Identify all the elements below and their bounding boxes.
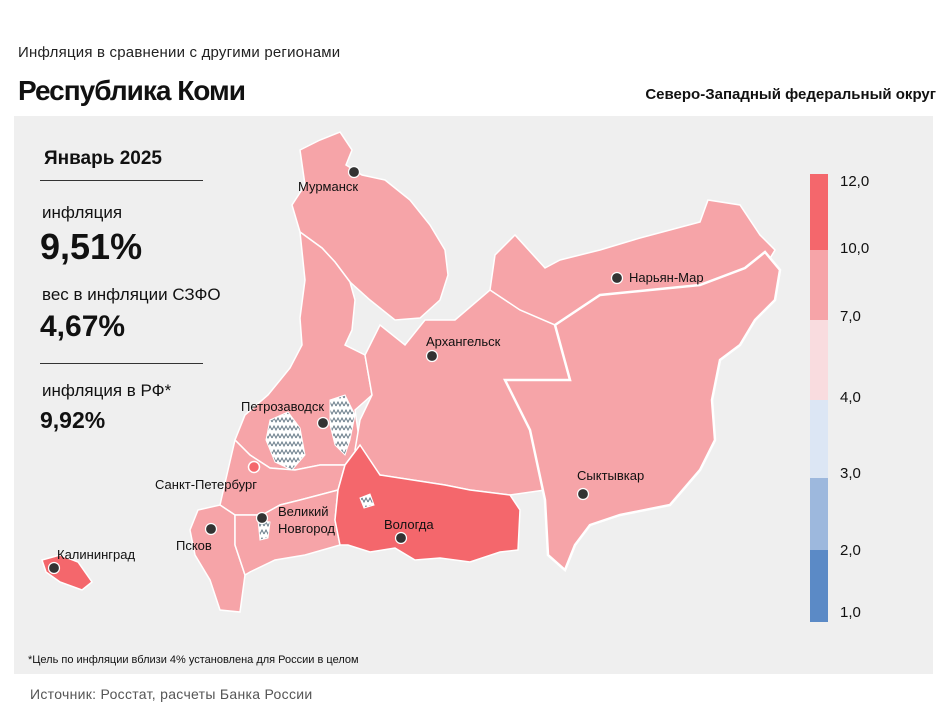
legend-tick: 12,0	[840, 173, 869, 190]
legend-swatch	[810, 250, 828, 320]
rf-inflation-value: 9,92%	[40, 407, 106, 433]
legend-swatch	[810, 478, 828, 550]
legend-tick: 7,0	[840, 308, 861, 325]
svg-text:Новгород: Новгород	[278, 521, 335, 536]
city-vologda[interactable]: Вологда	[384, 517, 434, 545]
legend-tick: 2,0	[840, 542, 861, 559]
city-syktyvkar[interactable]: Сыктывкар	[576, 468, 644, 501]
weight-value: 4,67%	[40, 310, 126, 343]
city-pskov[interactable]: Псков	[176, 522, 218, 554]
city-naryan-mar[interactable]: Нарьян-Мар	[610, 270, 704, 285]
region-pskov[interactable]	[189, 504, 246, 613]
rf-inflation-label: инфляция в РФ*	[42, 381, 172, 400]
color-legend: 12,0 10,0 7,0 4,0 3,0 2,0 1,0	[810, 173, 869, 622]
svg-text:Псков: Псков	[176, 538, 212, 553]
weight-label: вес в инфляции СЗФО	[42, 285, 221, 304]
footnote: *Цель по инфляции вблизи 4% установлена …	[28, 654, 359, 666]
svg-text:Петрозаводск: Петрозаводск	[241, 399, 324, 414]
district-name: Северо-Западный федеральный округ	[645, 86, 936, 103]
period-label: Январь 2025	[44, 148, 162, 169]
legend-swatch	[810, 174, 828, 250]
inflation-value: 9,51%	[40, 226, 143, 267]
region-vologda[interactable]	[334, 443, 521, 563]
legend-tick: 3,0	[840, 465, 861, 482]
svg-text:Сыктывкар: Сыктывкар	[577, 468, 644, 483]
divider	[40, 180, 203, 181]
lake-onega	[329, 394, 356, 456]
page-title: Республика Коми	[18, 75, 246, 106]
svg-text:Нарьян-Мар: Нарьян-Мар	[629, 270, 704, 285]
divider	[40, 363, 203, 364]
svg-text:Санкт-Петербург: Санкт-Петербург	[155, 477, 257, 492]
city-velikiy-novgorod[interactable]: Великий Новгород	[255, 504, 336, 536]
region-komi[interactable]	[502, 250, 782, 573]
legend-swatch	[810, 550, 828, 622]
svg-text:Вологда: Вологда	[384, 517, 434, 532]
lake-beloye	[359, 493, 375, 509]
city-kaliningrad[interactable]: Калининград	[47, 547, 136, 575]
svg-text:Архангельск: Архангельск	[426, 334, 501, 349]
city-petrozavodsk[interactable]: Петрозаводск	[241, 399, 330, 430]
city-saint-petersburg[interactable]: Санкт-Петербург	[155, 460, 261, 493]
legend-tick: 1,0	[840, 604, 861, 621]
legend-tick: 4,0	[840, 389, 861, 406]
legend-swatch	[810, 400, 828, 478]
svg-text:Калининград: Калининград	[57, 547, 135, 562]
legend-swatch	[810, 320, 828, 400]
lake-ladoga	[265, 411, 306, 471]
inflation-label: инфляция	[42, 203, 123, 222]
source-note: Источник: Росстат, расчеты Банка России	[30, 686, 313, 702]
city-murmansk[interactable]: Мурманск	[298, 165, 361, 195]
chart-subtitle: Инфляция в сравнении с другими регионами	[18, 44, 341, 61]
svg-text:Великий: Великий	[278, 504, 329, 519]
legend-tick: 10,0	[840, 240, 869, 257]
city-arkhangelsk[interactable]: Архангельск	[425, 334, 501, 363]
svg-text:Мурманск: Мурманск	[298, 179, 358, 194]
